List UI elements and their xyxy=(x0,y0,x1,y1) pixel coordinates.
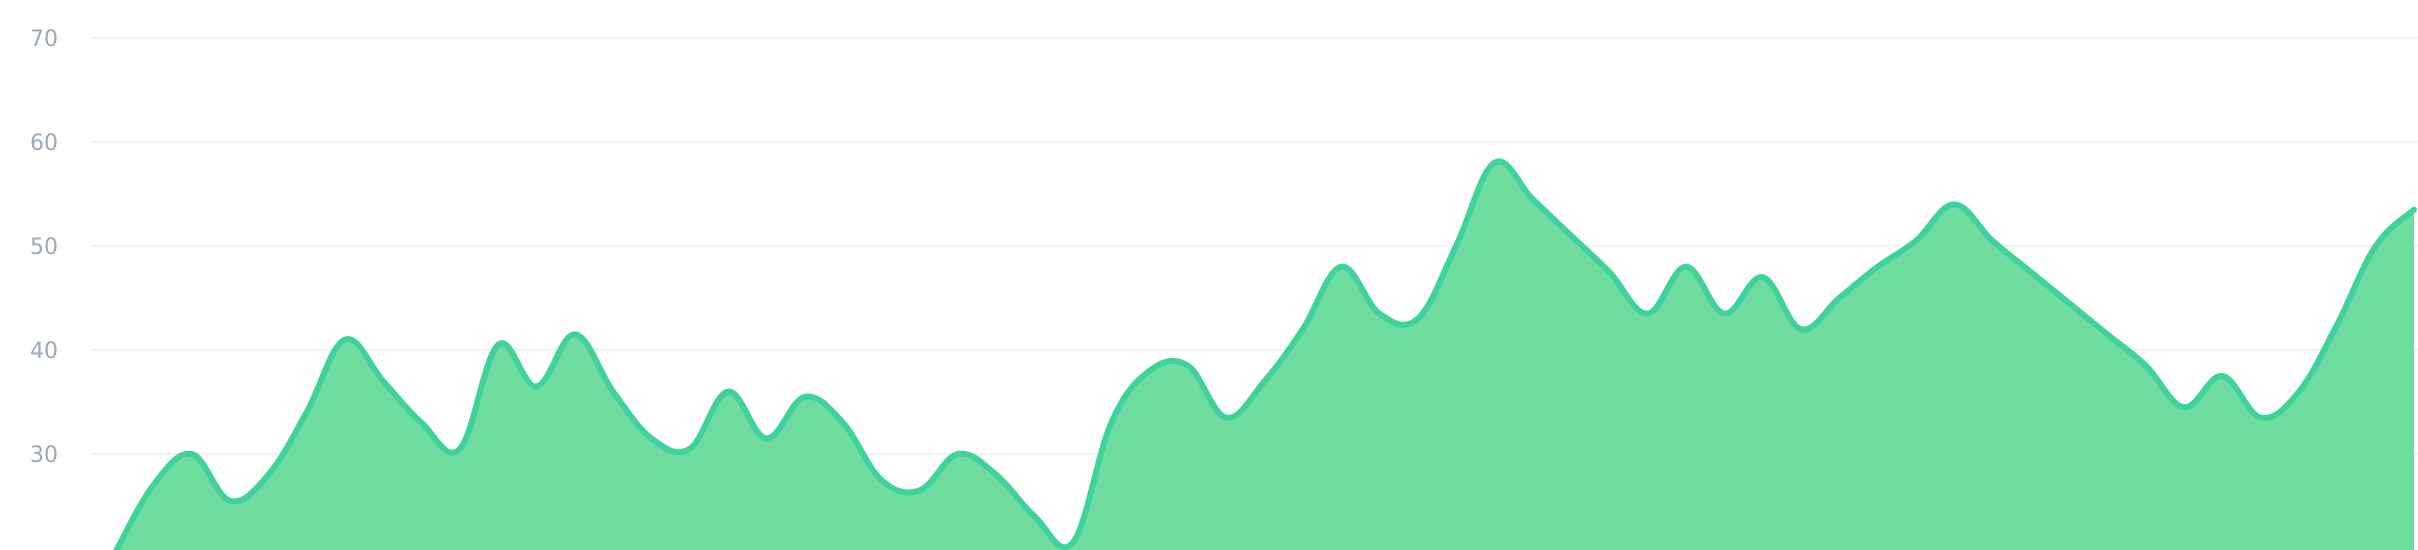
y-tick-label: 50 xyxy=(30,235,58,260)
y-tick-label: 40 xyxy=(30,339,58,364)
y-tick-label: 60 xyxy=(30,131,58,156)
area-fill xyxy=(116,161,2414,550)
area-series xyxy=(113,158,2417,550)
series-line xyxy=(113,158,2417,550)
y-axis-labels: 30 40 50 60 70 xyxy=(30,27,58,468)
y-tick-label: 30 xyxy=(30,443,58,468)
y-tick-label: 70 xyxy=(30,27,58,52)
